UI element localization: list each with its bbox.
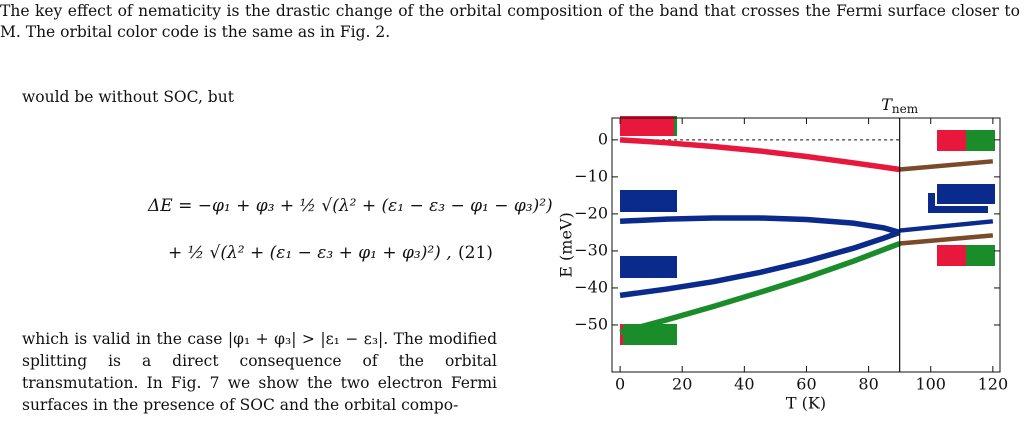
- orbital-box: [966, 245, 995, 266]
- x-axis-label: T (K): [786, 394, 826, 413]
- orbital-box: [937, 245, 966, 266]
- orbital-box: [937, 130, 966, 151]
- x-tick-label: 0: [615, 375, 625, 394]
- nematic-label: Tnem: [881, 95, 919, 116]
- lead-in: would be without SOC, but: [22, 88, 234, 106]
- x-tick-label: 40: [734, 375, 754, 394]
- curve: [899, 233, 994, 246]
- equation-line: ΔE = −φ₁ + φ₃ + ½ √(λ² + (ε₁ − ε₃ − φ₁ −…: [148, 196, 553, 216]
- curve: [619, 229, 901, 299]
- x-tick-label: 60: [796, 375, 816, 394]
- orbital-boxes: [620, 116, 997, 345]
- curve: [619, 137, 901, 173]
- curve: [619, 215, 901, 236]
- x-tick-label: 100: [915, 375, 946, 394]
- caption: The key effect of nematicity is the dras…: [0, 2, 1020, 41]
- orbital-box: [966, 130, 995, 151]
- y-axis-label: E (meV): [557, 212, 576, 277]
- orbital-box: [620, 190, 677, 212]
- paragraph: which is valid in the case |φ₁ + φ₃| > |…: [22, 330, 497, 414]
- y-tick-label: 0: [598, 129, 608, 148]
- orbital-box: [620, 116, 675, 136]
- y-tick-label: −50: [574, 314, 608, 333]
- y-tick-label: −40: [574, 277, 608, 296]
- x-tick-label: 20: [672, 375, 692, 394]
- y-tick-label: −30: [574, 240, 608, 259]
- y-tick-label: −20: [574, 203, 608, 222]
- orbital-box: [674, 116, 677, 136]
- equation-number: (21): [458, 243, 493, 263]
- y-tick-label: −10: [574, 166, 608, 185]
- curve: [619, 240, 901, 336]
- nematic-label-sub: nem: [892, 102, 919, 116]
- nematic-label-main: T: [881, 95, 893, 114]
- equation-line: + ½ √(λ² + (ε₁ − ε₃ + φ₁ + φ₃)²) ,: [168, 243, 452, 263]
- orbital-box: [935, 182, 997, 206]
- curve: [899, 159, 994, 172]
- orbital-box: [620, 256, 677, 278]
- curve: [899, 219, 994, 233]
- x-tick-label: 120: [978, 375, 1009, 394]
- x-tick-label: 80: [858, 375, 878, 394]
